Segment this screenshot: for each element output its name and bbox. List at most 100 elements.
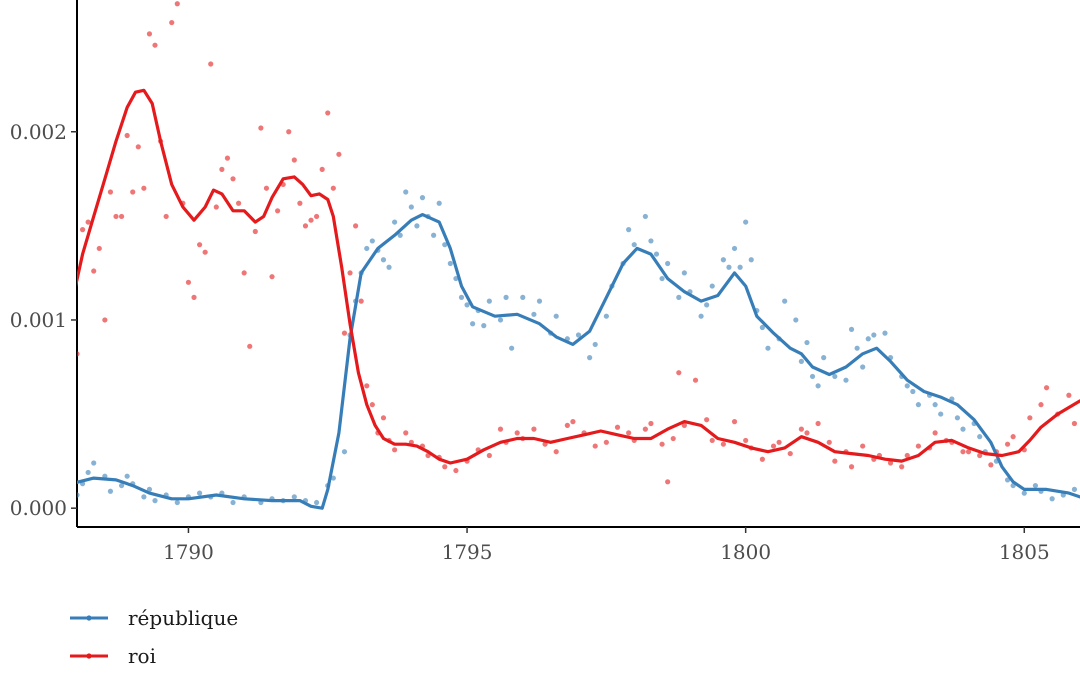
data-point [447,260,453,267]
data-point [882,330,888,336]
series-points [77,189,1078,506]
data-point [185,279,192,285]
data-point [230,499,236,506]
data-point [497,317,504,323]
data-point [135,144,141,150]
data-point [826,439,832,445]
data-point [380,415,387,421]
data-point [275,208,281,214]
data-point [798,358,804,364]
data-point [603,439,609,445]
data-point [118,482,125,489]
data-point [536,298,543,304]
data-point [759,456,765,462]
data-point [509,345,515,351]
data-point [353,223,359,229]
data-point [681,270,687,276]
legend-label: roi [128,644,156,668]
data-point [1043,385,1050,391]
data-point [302,223,309,229]
data-point [726,264,732,270]
data-point [124,132,130,139]
data-point [341,330,348,336]
data-point [336,151,342,157]
data-point [531,311,537,317]
data-point [369,402,375,408]
legend: république roi [70,606,238,668]
data-point [141,494,147,500]
data-point [659,275,665,282]
data-point [497,426,504,432]
data-point [531,426,537,432]
data-point [743,219,749,225]
data-point [520,294,526,300]
data-point [486,452,492,459]
data-point [414,223,420,229]
data-point [564,422,570,428]
data-point [1004,441,1011,447]
data-point [386,264,392,270]
data-point [614,424,621,430]
data-point [403,189,409,195]
data-point [988,462,994,468]
data-point [235,200,242,206]
data-point [141,185,147,191]
data-point [553,313,559,319]
data-point [464,302,470,308]
data-point [977,452,983,459]
data-point [904,452,910,459]
data-point [431,232,437,238]
data-point [146,31,153,37]
data-point [269,274,275,280]
data-point [124,473,130,479]
data-point [603,313,609,319]
data-point [854,345,860,351]
data-point [871,332,877,338]
data-point [392,219,398,225]
data-point [709,437,715,444]
data-point [910,388,916,395]
data-point [174,499,180,506]
data-point [1027,415,1033,421]
data-point [704,302,710,308]
data-point [938,411,944,417]
data-point [369,238,375,244]
y-tick-label: 0.001 [10,308,67,332]
data-point [458,294,465,300]
legend-key-point [86,653,92,659]
data-point [665,479,671,485]
data-point [787,450,793,457]
data-point [191,294,197,300]
data-point [704,417,710,423]
data-point [809,373,816,380]
data-point [453,467,459,474]
data-point [77,351,80,357]
y-axis: 0.000 0.001 0.002 [10,0,78,527]
data-point [258,125,264,131]
data-point [1071,486,1078,492]
y-tick-label: 0.000 [10,496,67,520]
data-point [570,419,576,425]
data-point [1010,434,1016,440]
data-point [1021,490,1027,496]
data-point [843,377,849,383]
data-point [107,488,114,494]
data-point [436,200,442,206]
data-point [553,449,559,455]
data-point [648,420,654,427]
x-tick-label: 1805 [999,540,1050,564]
data-point [1071,420,1078,427]
data-point [642,213,648,220]
data-point [653,251,660,257]
data-point [325,110,331,116]
data-point [152,498,158,504]
data-point [692,377,699,383]
data-point [759,324,765,331]
data-point [815,420,821,427]
data-point [202,249,208,255]
data-point [681,422,687,428]
data-point [241,270,247,276]
data-point [442,464,448,470]
data-point [308,217,314,223]
